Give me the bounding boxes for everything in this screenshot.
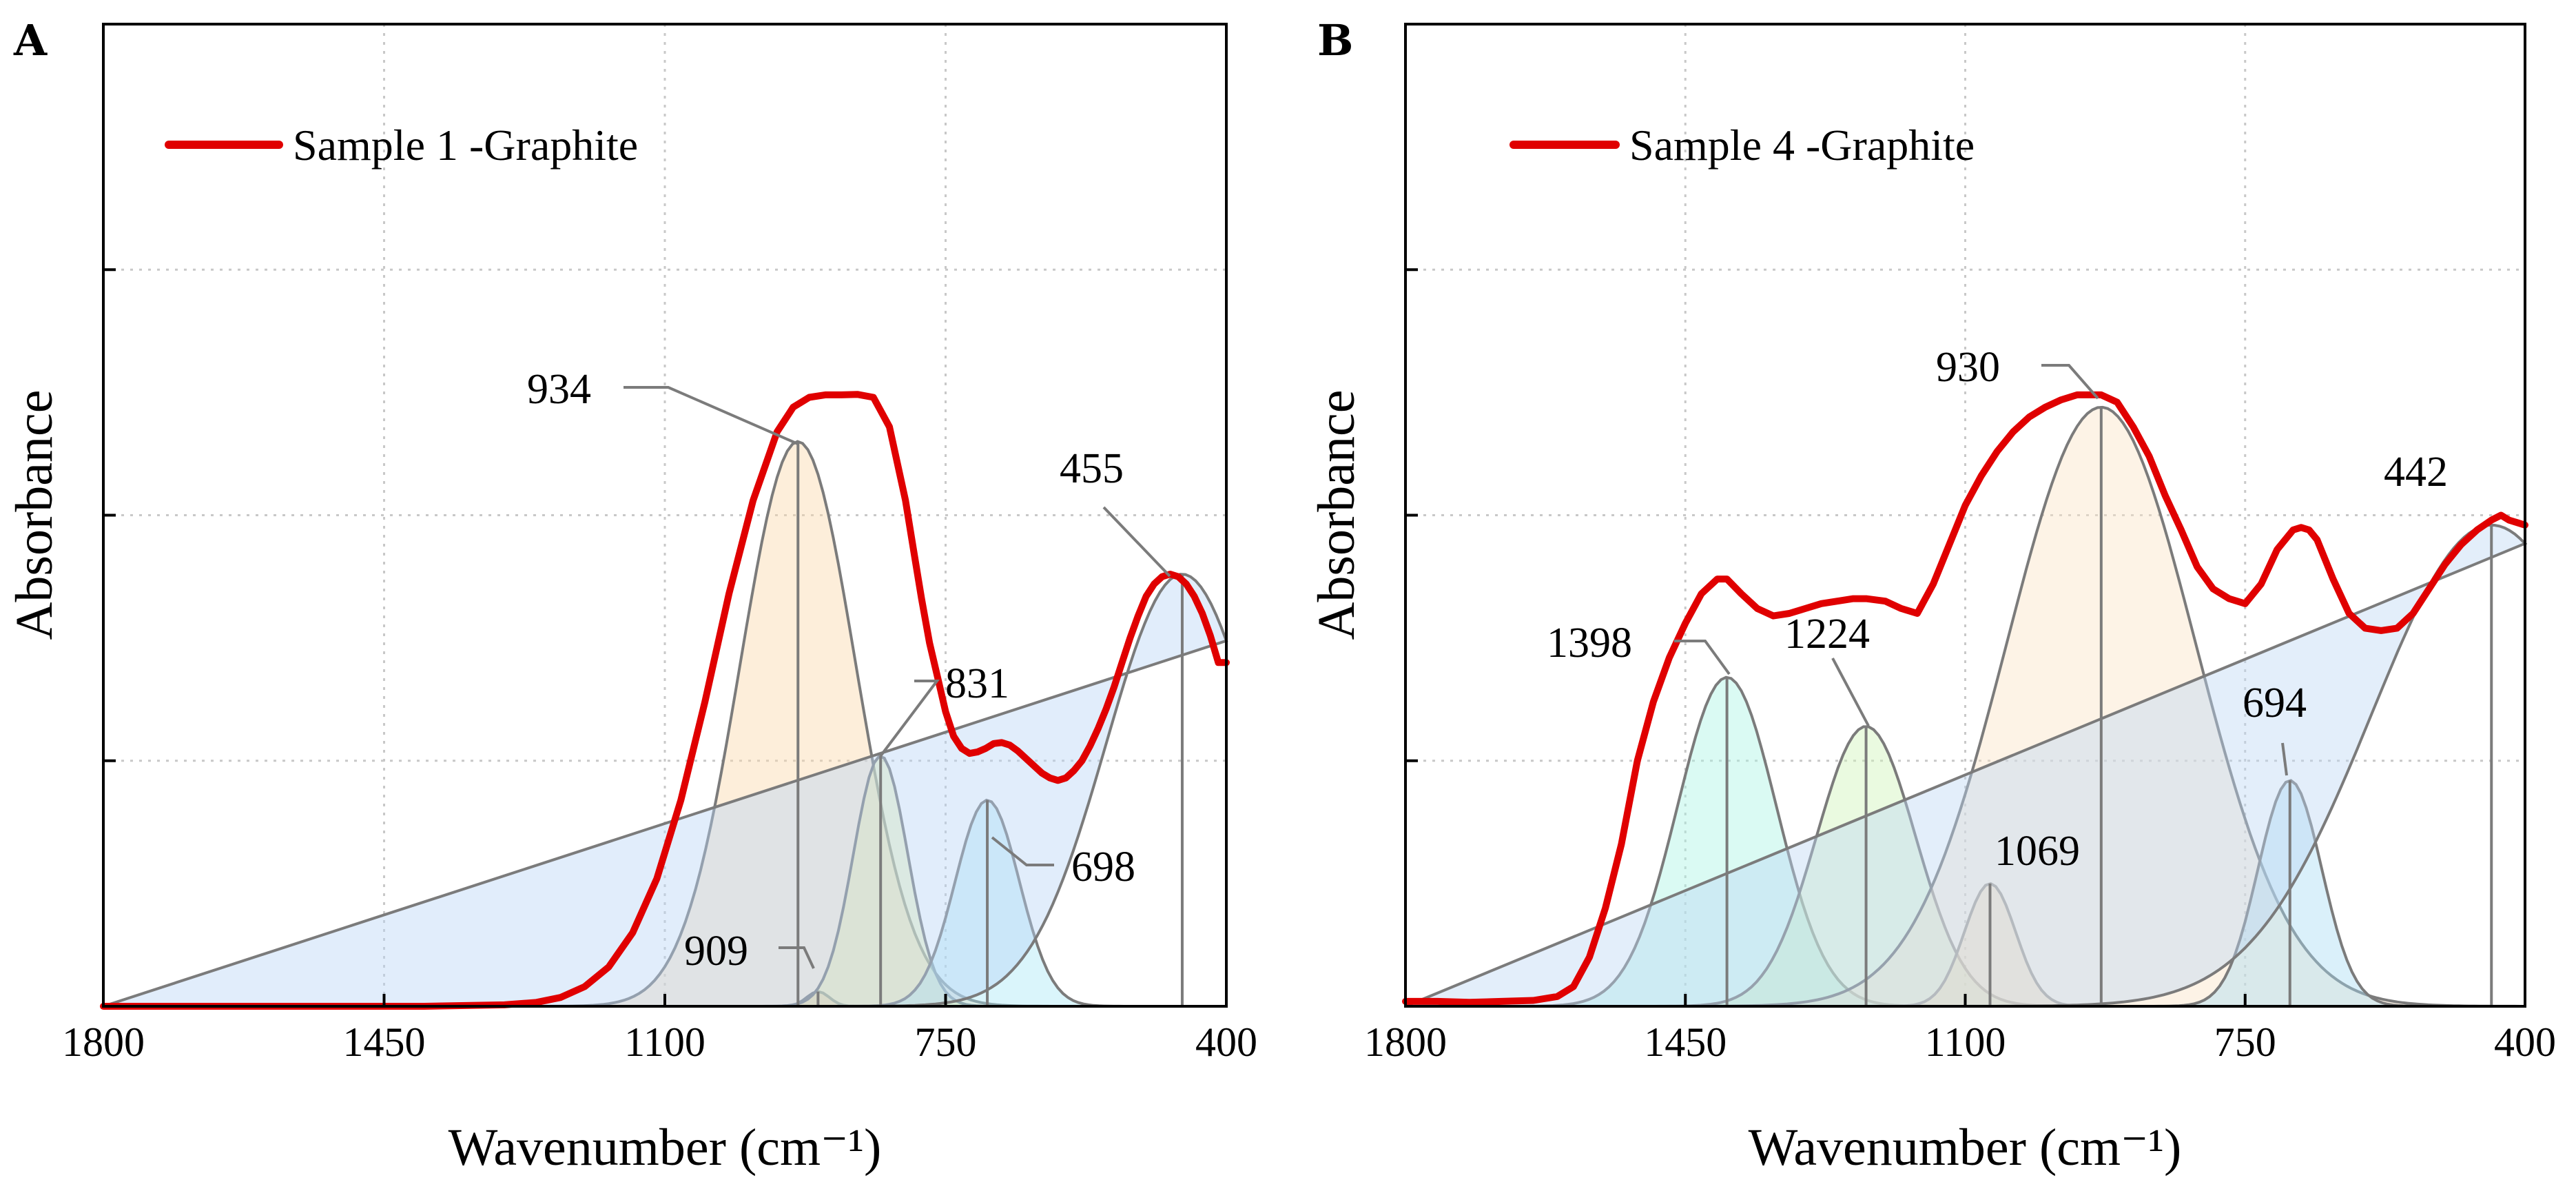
- peak-label-831: 831: [945, 660, 1009, 707]
- y-axis-label-a: Absorbance: [6, 390, 63, 640]
- leader-930: [2041, 364, 2099, 400]
- axis-ticks-b: 1800 1450 1100 750 400: [1364, 23, 2556, 1065]
- peak-markers-b: [1725, 407, 2493, 1006]
- x-tick-label: 400: [2494, 1019, 2556, 1065]
- x-tick-label: 1100: [1925, 1019, 2006, 1065]
- leader-934: [624, 386, 798, 445]
- x-axis-label-a: Wavenumber (cm⁻¹): [449, 1119, 882, 1177]
- panel-label-a: A: [13, 15, 48, 65]
- fit-peak-442: [1405, 523, 2528, 1008]
- x-tick-label: 400: [1195, 1019, 1257, 1065]
- peak-label-930: 930: [1936, 344, 2000, 391]
- peak-markers-a: [796, 441, 1184, 1006]
- x-tick-label: 750: [2214, 1019, 2276, 1065]
- y-axis-label-b: Absorbance: [1308, 390, 1366, 640]
- panel-label-b: B: [1317, 15, 1353, 65]
- panel-b: B 1800 1450 1100 750 400 Sample 4 -Graphite …: [1308, 15, 2556, 1177]
- leader-1224: [1831, 658, 1870, 726]
- x-tick-label: 1450: [343, 1019, 426, 1065]
- leader-455: [1102, 506, 1171, 578]
- grid-a: [103, 24, 1226, 1006]
- leader-909: [779, 946, 815, 969]
- spectrum-line-sample-1: [100, 391, 1230, 1010]
- peak-label-442: 442: [2384, 449, 2448, 496]
- fit-peak-455: [103, 573, 1228, 1008]
- peak-label-698: 698: [1071, 844, 1135, 890]
- peak-label-455: 455: [1060, 445, 1124, 492]
- x-tick-label: 1450: [1644, 1019, 1727, 1065]
- peak-label-909: 909: [684, 928, 748, 975]
- x-tick-label: 1800: [1364, 1019, 1447, 1065]
- peak-label-1224: 1224: [1784, 611, 1870, 658]
- x-tick-label: 750: [915, 1019, 977, 1065]
- leader-831: [879, 680, 940, 757]
- grid-b: [1405, 24, 2525, 1006]
- legend-label-a: Sample 1 -Graphite: [293, 121, 638, 170]
- peak-label-1398: 1398: [1547, 620, 1632, 666]
- x-tick-label: 1100: [624, 1019, 705, 1065]
- leader-694: [2281, 742, 2288, 776]
- legend-label-b: Sample 4 -Graphite: [1629, 121, 1975, 170]
- spectrum-line-sample-4: [1402, 391, 2528, 1006]
- axis-ticks-a: 1800 1450 1100 750 400: [62, 23, 1257, 1065]
- x-tick-label: 1800: [62, 1019, 145, 1065]
- peak-label-694: 694: [2243, 680, 2307, 726]
- leader-1398: [1674, 640, 1731, 675]
- leader-698: [991, 836, 1054, 866]
- panel-a: A 1800 1450 1100 750 400 Sample 1 -Graphite …: [6, 15, 1257, 1177]
- peak-label-934: 934: [527, 366, 591, 413]
- x-axis-label-b: Wavenumber (cm⁻¹): [1749, 1119, 2182, 1177]
- peak-label-1069: 1069: [1995, 828, 2080, 875]
